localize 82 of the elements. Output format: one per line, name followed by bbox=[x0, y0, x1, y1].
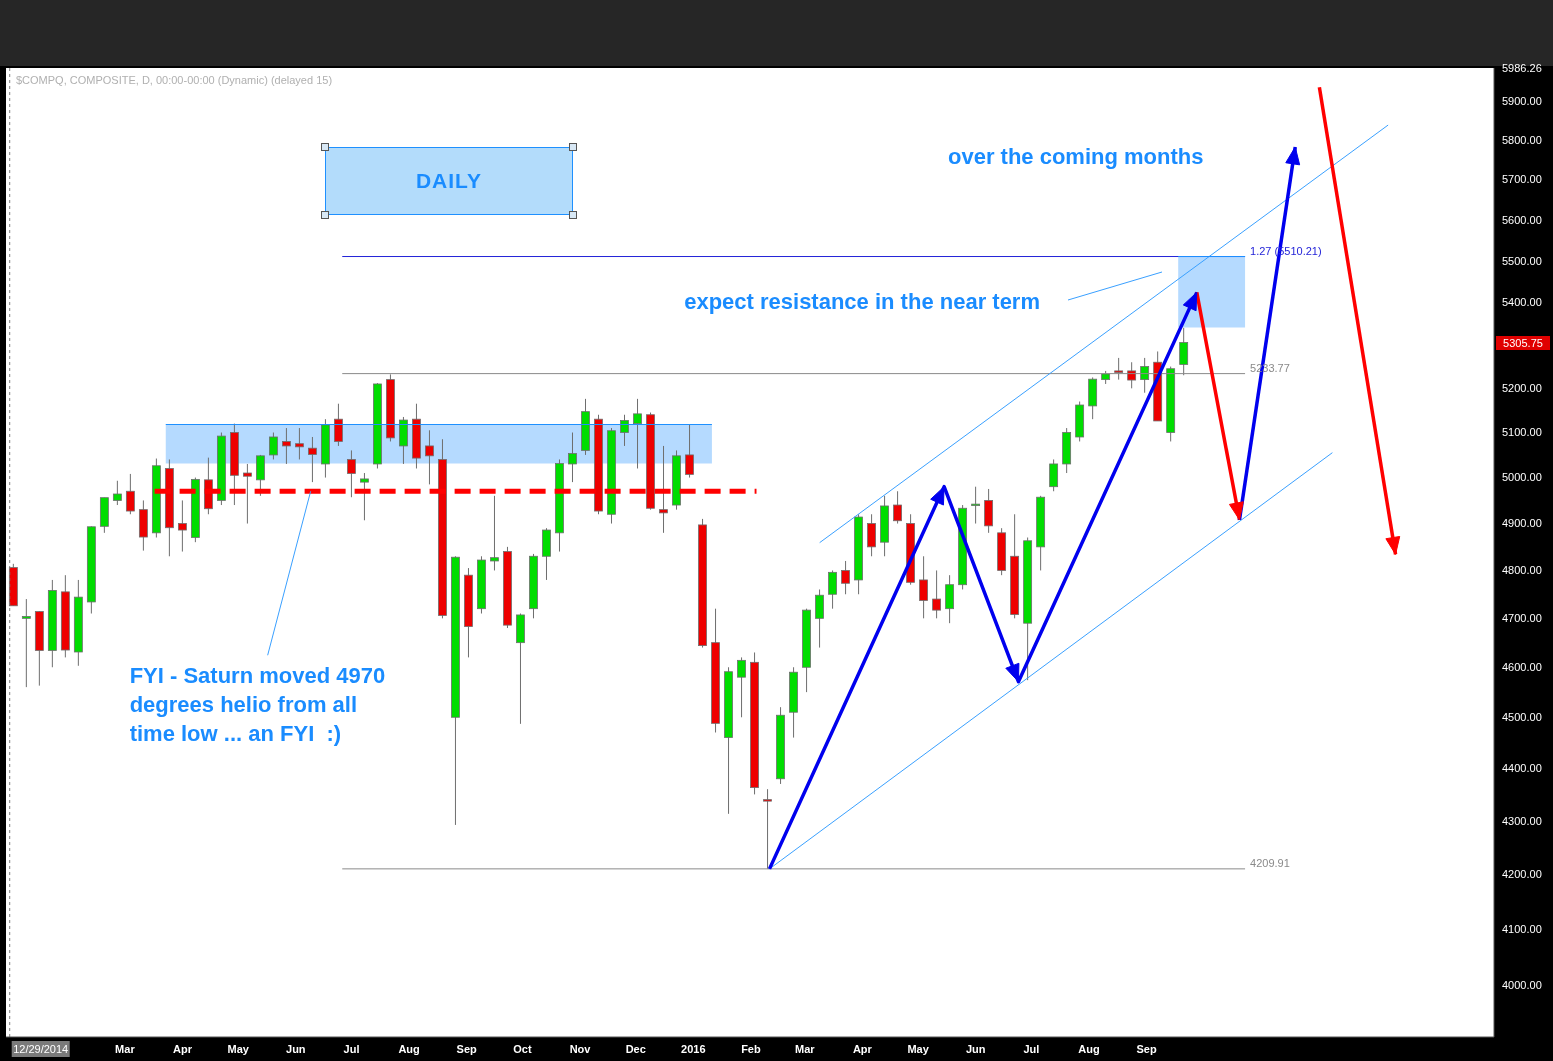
candlestick bbox=[1114, 357, 1124, 381]
x-tick-label: May bbox=[227, 1042, 250, 1055]
text: 5305.75 bbox=[1496, 336, 1550, 350]
candlestick bbox=[1140, 357, 1150, 394]
x-tick-label: Sep bbox=[456, 1042, 478, 1055]
candlestick bbox=[932, 569, 941, 619]
candlestick bbox=[815, 588, 824, 649]
candlestick bbox=[763, 788, 772, 870]
candlestick bbox=[971, 486, 981, 525]
x-tick-label: Aug bbox=[1078, 1042, 1100, 1055]
y-tick-label: 4600.00 bbox=[1502, 661, 1542, 674]
annotation: over the coming months bbox=[948, 143, 1204, 171]
y-tick-label: 4700.00 bbox=[1502, 612, 1542, 625]
candlestick bbox=[867, 513, 876, 557]
ref-line-label: 12/29/2014 bbox=[13, 1043, 69, 1055]
candlestick bbox=[893, 490, 902, 525]
text: $COMPQ, COMPOSITE, D, 00:00-00:00 (Dynamic) (delayed 15) bbox=[16, 74, 333, 86]
candlestick bbox=[347, 449, 356, 498]
x-tick-label: Sep bbox=[1136, 1042, 1157, 1055]
x-tick-label: Oct bbox=[513, 1042, 532, 1055]
y-tick-label: 4500.00 bbox=[1502, 711, 1542, 724]
y-tick-label: 5500.00 bbox=[1502, 254, 1542, 267]
candlestick bbox=[425, 429, 434, 485]
y-tick-label: 4300.00 bbox=[1502, 814, 1542, 827]
candlestick bbox=[568, 432, 577, 483]
y-tick-label: 4000.00 bbox=[1502, 979, 1542, 992]
candlestick bbox=[620, 414, 629, 447]
candlestick bbox=[243, 463, 252, 525]
x-tick-label: Mar bbox=[795, 1042, 816, 1055]
y-tick-label: 4200.00 bbox=[1502, 868, 1542, 881]
y-tick-label: 4800.00 bbox=[1502, 564, 1542, 577]
series-label: 4209.91 bbox=[1250, 856, 1290, 869]
candlestick bbox=[1179, 327, 1189, 376]
candlestick bbox=[295, 427, 304, 460]
y-tick-label: 4900.00 bbox=[1502, 517, 1542, 530]
x-tick-label: Mar bbox=[115, 1042, 136, 1055]
y-tick-label: 4100.00 bbox=[1502, 922, 1542, 935]
x-tick-label: Nov bbox=[569, 1042, 592, 1055]
candlestick bbox=[490, 495, 499, 571]
text: DAILY bbox=[415, 169, 483, 193]
candlestick bbox=[269, 432, 278, 460]
candlestick bbox=[945, 574, 955, 624]
candlestick bbox=[282, 427, 291, 465]
candlestick bbox=[125, 473, 135, 515]
x-tick-label: Apr bbox=[173, 1042, 193, 1055]
x-tick-label: Aug bbox=[398, 1042, 420, 1055]
annotation: FYI - Saturn moved 4970 degrees helio from all time low ... an FYI :) bbox=[129, 661, 386, 748]
candlestick bbox=[1049, 458, 1059, 492]
candlestick bbox=[919, 555, 928, 619]
candlestick bbox=[685, 424, 694, 479]
x-tick-label: Jun bbox=[286, 1042, 306, 1055]
x-tick-label: Feb bbox=[741, 1042, 761, 1055]
y-tick-label: 5000.00 bbox=[1502, 471, 1542, 484]
candlestick bbox=[21, 598, 31, 688]
candlestick bbox=[308, 436, 317, 483]
y-tick-label: 5986.26 bbox=[1502, 61, 1542, 74]
y-tick-label: 5700.00 bbox=[1502, 173, 1542, 186]
candlestick bbox=[177, 499, 187, 553]
x-tick-label: Apr bbox=[852, 1042, 873, 1055]
y-tick-label: 5200.00 bbox=[1502, 382, 1542, 395]
candlestick bbox=[737, 656, 746, 718]
x-tick-label: Jul bbox=[1023, 1042, 1040, 1055]
candlestick bbox=[112, 480, 122, 506]
y-tick-label: 5100.00 bbox=[1502, 426, 1542, 439]
candlestick bbox=[360, 472, 369, 521]
candlestick bbox=[633, 398, 642, 469]
x-tick-label: 2016 bbox=[681, 1042, 706, 1055]
candlestick bbox=[1127, 361, 1137, 389]
y-tick-label: 5600.00 bbox=[1502, 213, 1542, 226]
candlestick bbox=[828, 569, 837, 610]
x-tick-label: May bbox=[907, 1042, 930, 1055]
candlestick bbox=[659, 445, 668, 534]
x-tick-label: Jul bbox=[343, 1042, 360, 1055]
annotation: expect resistance in the near term bbox=[684, 288, 1040, 316]
x-tick-label: Dec bbox=[625, 1042, 646, 1055]
candlestick bbox=[841, 560, 850, 595]
x-tick-label: Jun bbox=[965, 1042, 986, 1055]
y-tick-label: 5900.00 bbox=[1502, 94, 1542, 107]
y-tick-label: 5400.00 bbox=[1502, 296, 1542, 309]
y-tick-label: 4400.00 bbox=[1502, 762, 1542, 775]
candlestick bbox=[334, 403, 343, 447]
y-tick-label: 5800.00 bbox=[1502, 133, 1542, 146]
